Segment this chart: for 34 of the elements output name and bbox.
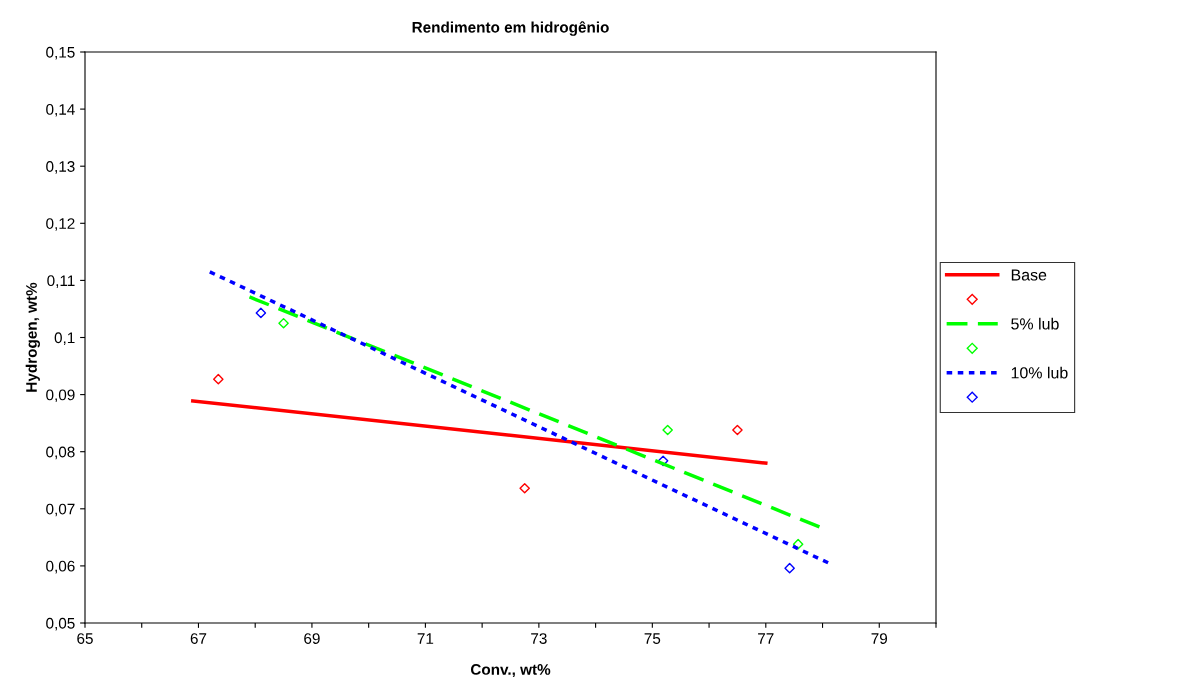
x-tick-label: 69 — [304, 633, 320, 644]
y-tick-label: 0,06 — [46, 560, 75, 574]
y-tick-label: 0,07 — [46, 503, 75, 517]
point — [792, 538, 804, 550]
point — [213, 373, 224, 385]
y-tick-label: 0,12 — [46, 218, 75, 231]
point — [732, 424, 743, 436]
point — [662, 424, 673, 436]
point — [657, 455, 669, 467]
point — [784, 562, 795, 574]
point — [519, 482, 530, 494]
y-tick-label: 0,13 — [46, 161, 75, 174]
y-tick-label: 0,09 — [46, 389, 75, 403]
x-axis-title: Conv., wt% — [470, 664, 551, 678]
x-tick-label: 71 — [417, 633, 434, 644]
y-axis-title: Hydrogen, wt% — [25, 282, 40, 392]
x-tick-label: 79 — [871, 633, 888, 644]
y-tick-label: 0,08 — [46, 446, 75, 460]
point — [255, 307, 267, 319]
point — [278, 317, 289, 329]
y-tick-label: 0,1 — [54, 332, 75, 345]
y-tick-label: 0,11 — [47, 275, 75, 288]
x-tick-label: 75 — [644, 633, 661, 644]
chart-title: Rendimento em hidrogênio — [412, 21, 609, 36]
x-tick-label: 77 — [758, 633, 774, 644]
y-tick-label: 0,05 — [46, 617, 75, 631]
legend-label: Base — [1011, 269, 1047, 281]
x-tick-label: 65 — [77, 633, 93, 644]
x-tick-label: 73 — [531, 633, 547, 644]
x-tick-label: 67 — [190, 633, 207, 644]
legend-label: 10% lub — [1011, 366, 1068, 379]
y-tick-label: 0,15 — [46, 46, 75, 60]
legend-label: 5% lub — [1011, 317, 1059, 330]
y-tick-label: 0,14 — [46, 103, 75, 117]
